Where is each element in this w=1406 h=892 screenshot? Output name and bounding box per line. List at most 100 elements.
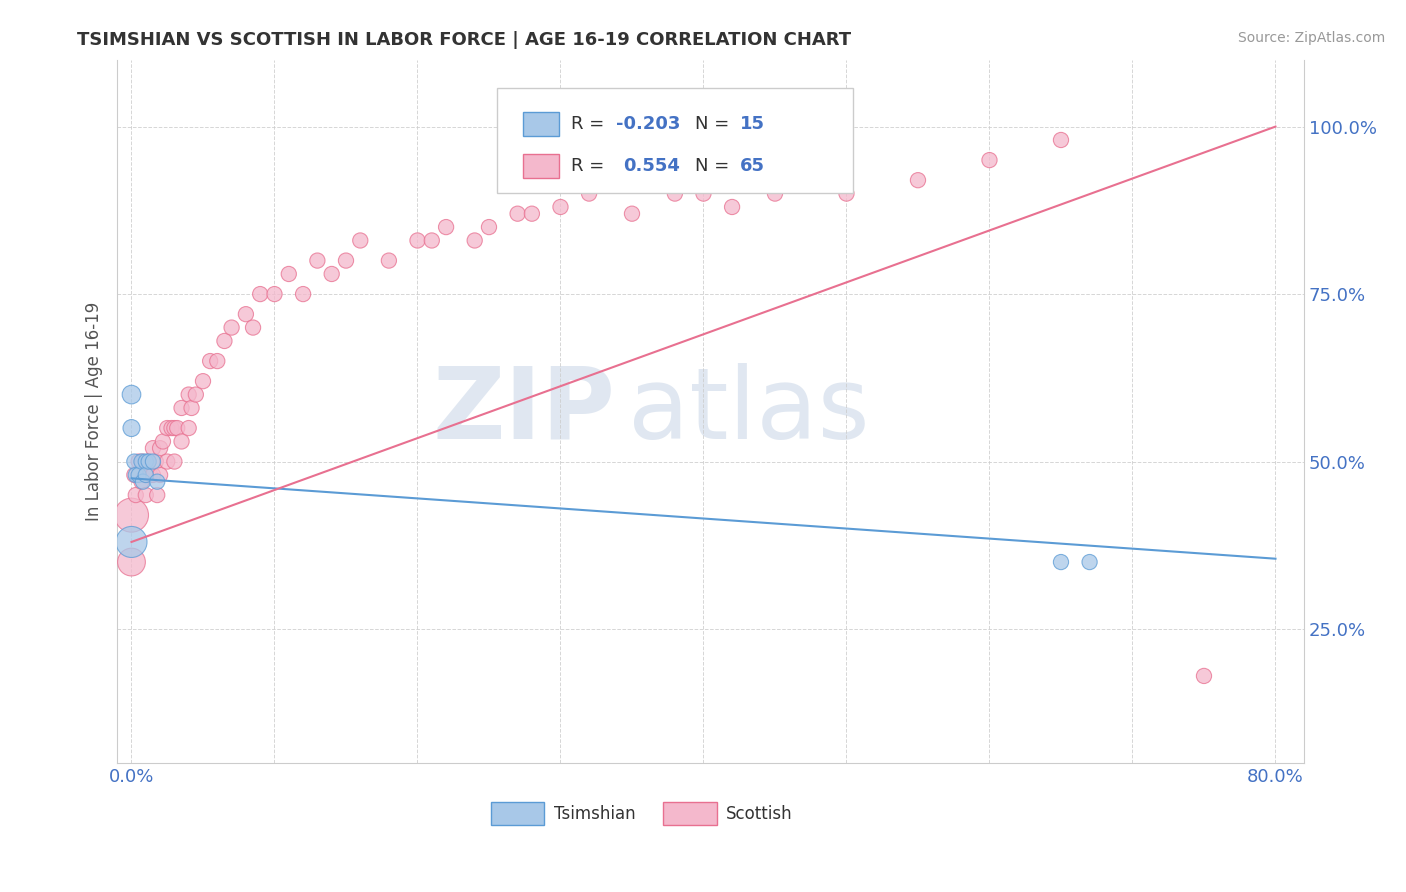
Point [207,354,229,368]
Point [138,454,160,468]
Point [620,207,643,221]
Point [1192,669,1215,683]
Point [166,421,188,435]
Point [149,467,172,482]
Point [145,454,167,468]
Point [721,200,744,214]
Point [125,488,148,502]
Point [263,287,285,301]
Point [138,454,160,468]
Point [177,387,200,401]
Point [160,421,183,435]
Point [191,374,214,388]
Point [156,421,179,435]
Point [139,467,162,482]
Point [406,234,429,248]
Point [121,535,143,549]
Point [132,475,155,489]
Point [163,454,186,468]
Point [142,454,165,468]
Point [170,434,193,449]
Point [434,220,457,235]
Text: Source: ZipAtlas.com: Source: ZipAtlas.com [1237,31,1385,45]
Point [184,387,207,401]
Point [214,334,236,348]
Point [349,234,371,248]
Text: ZIP: ZIP [433,363,616,459]
Point [292,287,315,301]
Point [149,441,172,455]
Point [277,267,299,281]
Point [578,186,600,201]
Point [121,421,143,435]
Text: atlas: atlas [627,363,869,459]
Point [249,287,271,301]
Point [135,454,157,468]
Point [478,220,501,235]
Point [177,421,200,435]
Text: 0.554: 0.554 [623,157,679,175]
Point [221,320,243,334]
FancyBboxPatch shape [523,153,558,178]
Point [1050,555,1073,569]
Point [131,475,153,489]
Point [763,186,786,201]
Point [180,401,202,415]
Point [692,186,714,201]
Point [135,467,157,482]
Point [420,234,443,248]
Point [378,253,401,268]
Point [131,454,153,468]
Point [124,467,146,482]
Text: Tsimshian: Tsimshian [554,805,636,822]
Point [979,153,1001,167]
Point [307,253,329,268]
Text: 15: 15 [741,115,765,133]
Point [128,454,150,468]
Point [163,421,186,435]
Point [124,454,146,468]
Point [1050,133,1073,147]
Point [146,475,169,489]
Point [506,207,529,221]
Point [235,307,257,321]
Point [128,467,150,482]
Text: N =: N = [695,115,735,133]
Text: TSIMSHIAN VS SCOTTISH IN LABOR FORCE | AGE 16-19 CORRELATION CHART: TSIMSHIAN VS SCOTTISH IN LABOR FORCE | A… [77,31,852,49]
Point [121,508,143,523]
FancyBboxPatch shape [664,803,717,825]
Point [321,267,343,281]
Point [146,488,169,502]
Point [664,186,686,201]
Point [152,434,174,449]
Point [170,401,193,415]
Point [135,488,157,502]
Point [335,253,357,268]
Text: 65: 65 [741,157,765,175]
FancyBboxPatch shape [491,803,544,825]
Point [198,354,221,368]
Point [121,555,143,569]
Point [907,173,929,187]
Point [550,200,572,214]
FancyBboxPatch shape [523,112,558,136]
Point [121,387,143,401]
Point [1078,555,1101,569]
Y-axis label: In Labor Force | Age 16-19: In Labor Force | Age 16-19 [86,301,103,521]
Point [135,467,157,482]
Point [142,441,165,455]
Text: R =: R = [571,157,616,175]
Text: R =: R = [571,115,610,133]
Text: -0.203: -0.203 [616,115,681,133]
Text: N =: N = [695,157,735,175]
Point [132,454,155,468]
Point [835,186,858,201]
Point [520,207,543,221]
Point [125,467,148,482]
Point [242,320,264,334]
Point [142,467,165,482]
Point [464,234,486,248]
Text: Scottish: Scottish [725,805,793,822]
FancyBboxPatch shape [496,87,853,194]
Point [156,454,179,468]
